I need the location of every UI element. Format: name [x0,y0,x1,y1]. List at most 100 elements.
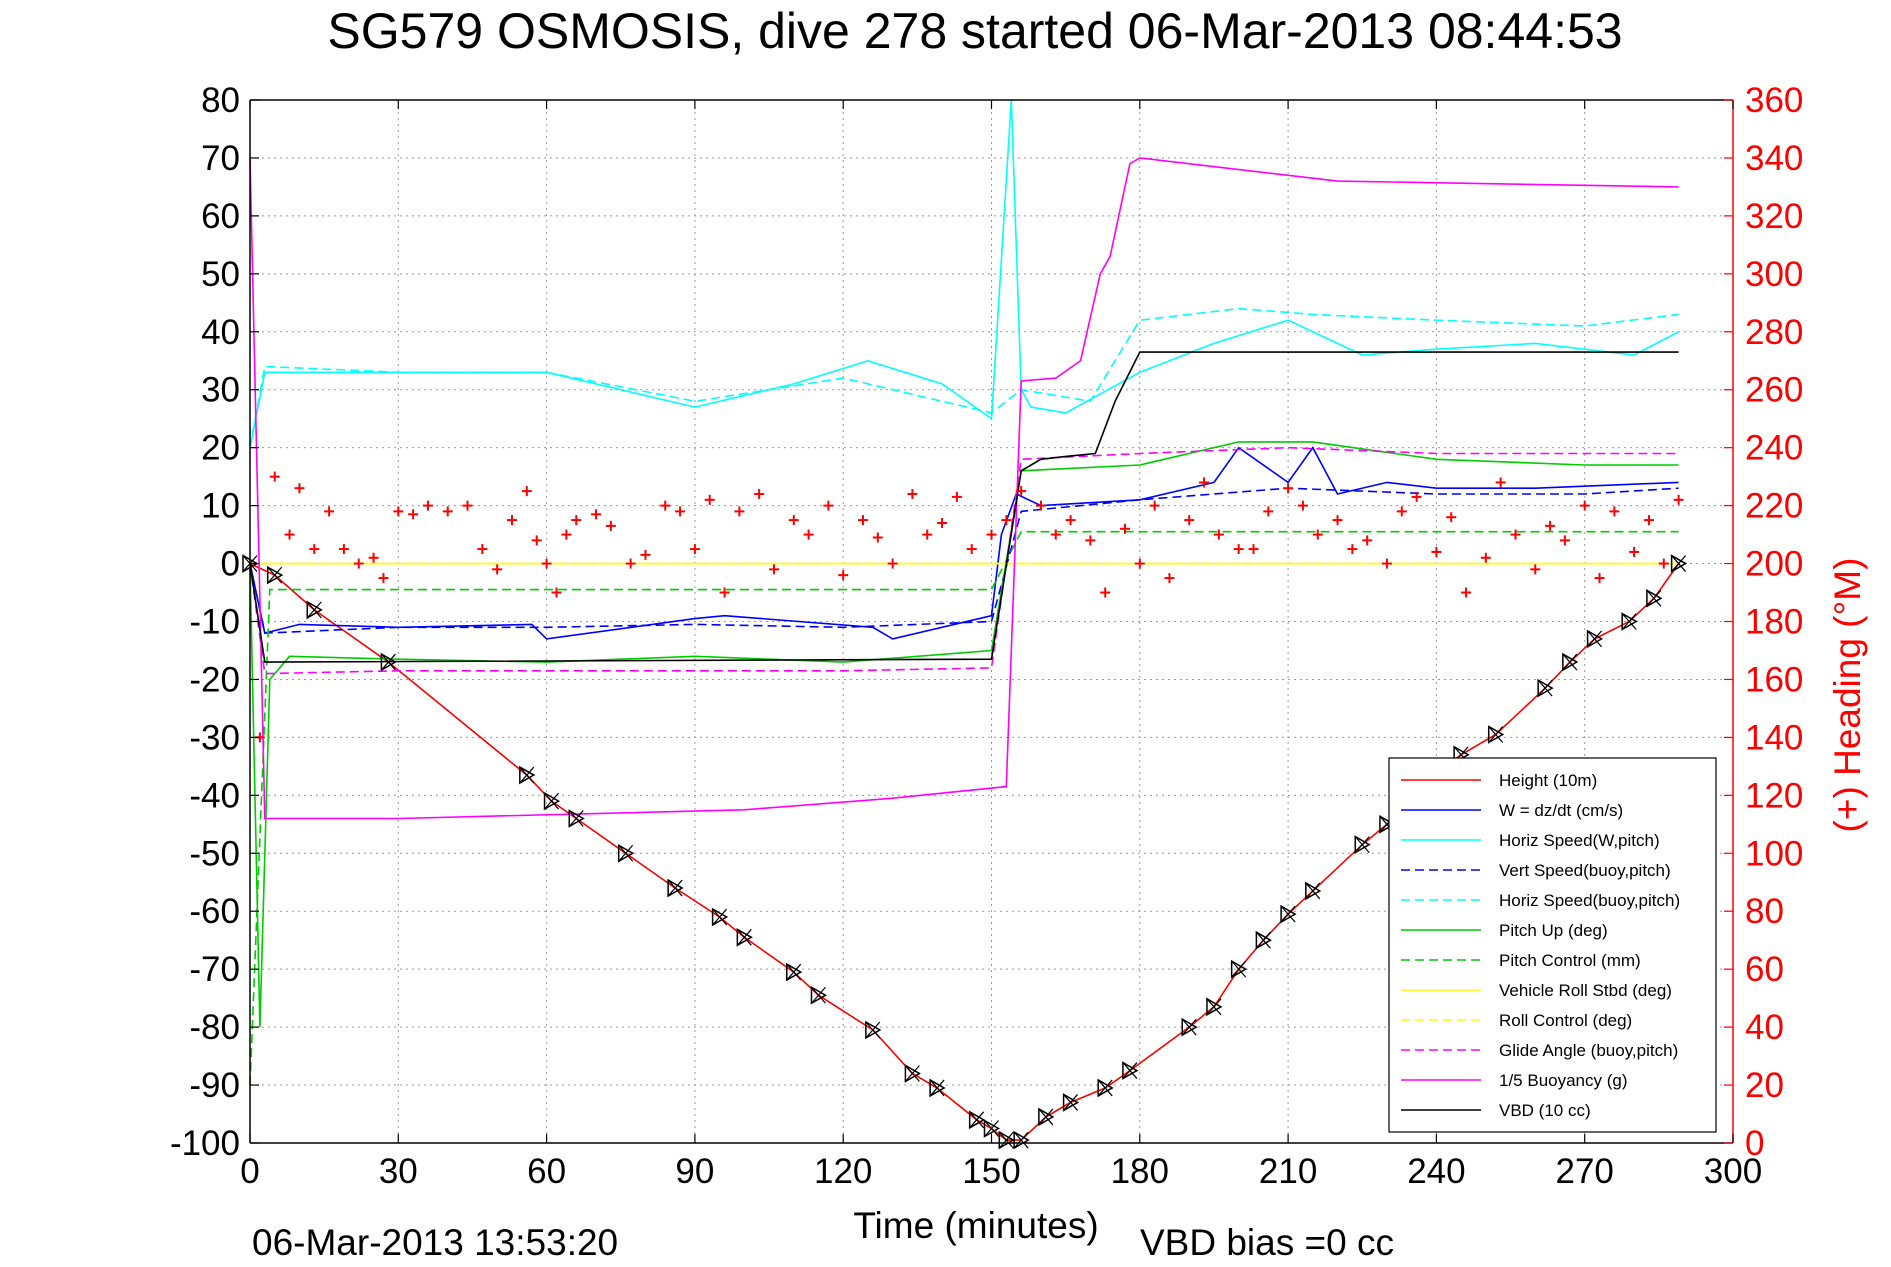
legend-label: Height (10m) [1499,771,1597,790]
heading-point [368,552,379,563]
y-right-tick-label: 120 [1745,776,1803,815]
event-marker [266,565,284,585]
legend-label: Vehicle Roll Stbd (deg) [1499,981,1672,1000]
legend-label: Horiz Speed(buoy,pitch) [1499,891,1680,910]
heading-point [324,506,335,517]
y-tick-label: -60 [189,892,240,931]
heading-point [1213,529,1224,540]
event-marker [1537,678,1554,698]
heading-point [605,520,616,531]
y-tick-label: 20 [201,429,240,468]
event-marker [306,600,323,620]
heading-point [986,529,997,540]
legend-box [1388,757,1717,1133]
heading-point [1050,529,1061,540]
heading-point [1312,529,1323,540]
legend-label: VBD (10 cc) [1499,1101,1591,1120]
event-marker-tri [306,600,323,620]
heading-point [1283,483,1294,494]
heading-point [1149,500,1160,511]
heading-point [1446,512,1457,523]
heading-point [393,506,404,517]
event-marker-tri [1586,629,1604,649]
legend-entry: W = dz/dt (cm/s) [1401,801,1623,820]
event-marker-tri [1487,725,1505,744]
y-right-tick-label: 360 [1745,81,1803,120]
event-marker [983,1119,1001,1138]
event-marker [568,809,585,828]
legend: Height (10m) W = dz/dt (cm/s) Horiz Speed(… [1388,757,1717,1133]
event-marker-tri [1255,930,1272,950]
event-marker-x2 [306,601,322,619]
x-tick-label: 0 [240,1152,259,1191]
y-tick-label: -10 [189,603,240,642]
heading-point [1065,515,1076,526]
legend-label: Horiz Speed(W,pitch) [1499,831,1660,850]
legend-entry: Glide Angle (buoy,pitch) [1401,1041,1678,1060]
event-marker [865,1020,882,1040]
event-marker-tri [266,565,284,585]
event-marker [998,1130,1015,1150]
heading-point [1100,587,1111,598]
event-marker [1487,725,1505,744]
event-marker-x2 [1488,726,1504,743]
heading-point [422,500,433,511]
legend-label: Glide Angle (buoy,pitch) [1499,1041,1678,1060]
event-marker-x2 [1305,882,1321,900]
event-marker-x2 [865,1021,881,1039]
y-tick-label: -80 [189,1008,240,1047]
series-line-1 [249,446,1679,640]
legend-entry: Pitch Up (deg) [1401,921,1608,940]
event-marker-x2 [786,963,802,981]
heading-point [1184,515,1195,526]
heading-point [1495,477,1506,488]
series-layer [249,99,1680,1141]
event-marker [667,878,684,898]
event-marker-x2 [1013,1131,1029,1149]
series-line-9 [249,446,1679,675]
heading-point [477,544,488,555]
heading-point [1362,535,1373,546]
heading-point [660,500,671,511]
event-marker-x2 [667,879,683,897]
heading-point [561,529,572,540]
footer-date: 06-Mar-2013 13:53:20 [252,1222,618,1262]
event-marker [736,928,753,947]
x-tick-label: 240 [1407,1152,1465,1191]
event-marker [1062,1093,1080,1112]
x-tick-label: 180 [1111,1152,1169,1191]
event-marker-x2 [1063,1094,1079,1111]
event-marker [1280,904,1297,924]
heading-point [768,564,779,575]
event-marker-x2 [969,1111,985,1129]
event-marker-x2 [736,928,752,946]
heading-point [907,489,918,500]
event-marker-x2 [1354,836,1370,853]
heading-point [1332,515,1343,526]
legend-entry: Height (10m) [1401,771,1597,790]
legend-label: W = dz/dt (cm/s) [1499,801,1623,820]
event-marker-tri [711,907,729,927]
event-marker [380,652,397,672]
legend-entry: VBD (10 cc) [1401,1101,1591,1120]
event-marker [1562,652,1579,672]
heading-point [951,491,962,502]
heading-point [284,529,295,540]
event-marker-tri [1670,554,1688,573]
y-tick-label: -70 [189,950,240,989]
x-tick-label: 150 [962,1152,1020,1191]
event-marker [904,1064,921,1083]
heading-point [1594,573,1605,584]
legend-label: Vert Speed(buoy,pitch) [1499,861,1671,880]
heading-point [1297,500,1308,511]
heading-point [857,515,868,526]
y-right-tick-label: 300 [1745,255,1803,294]
series-line-10 [249,157,1679,820]
event-marker [1670,554,1688,573]
heading-point [462,500,473,511]
heading-point [1347,544,1358,555]
heading-point [640,549,651,560]
heading-point [1579,500,1590,511]
